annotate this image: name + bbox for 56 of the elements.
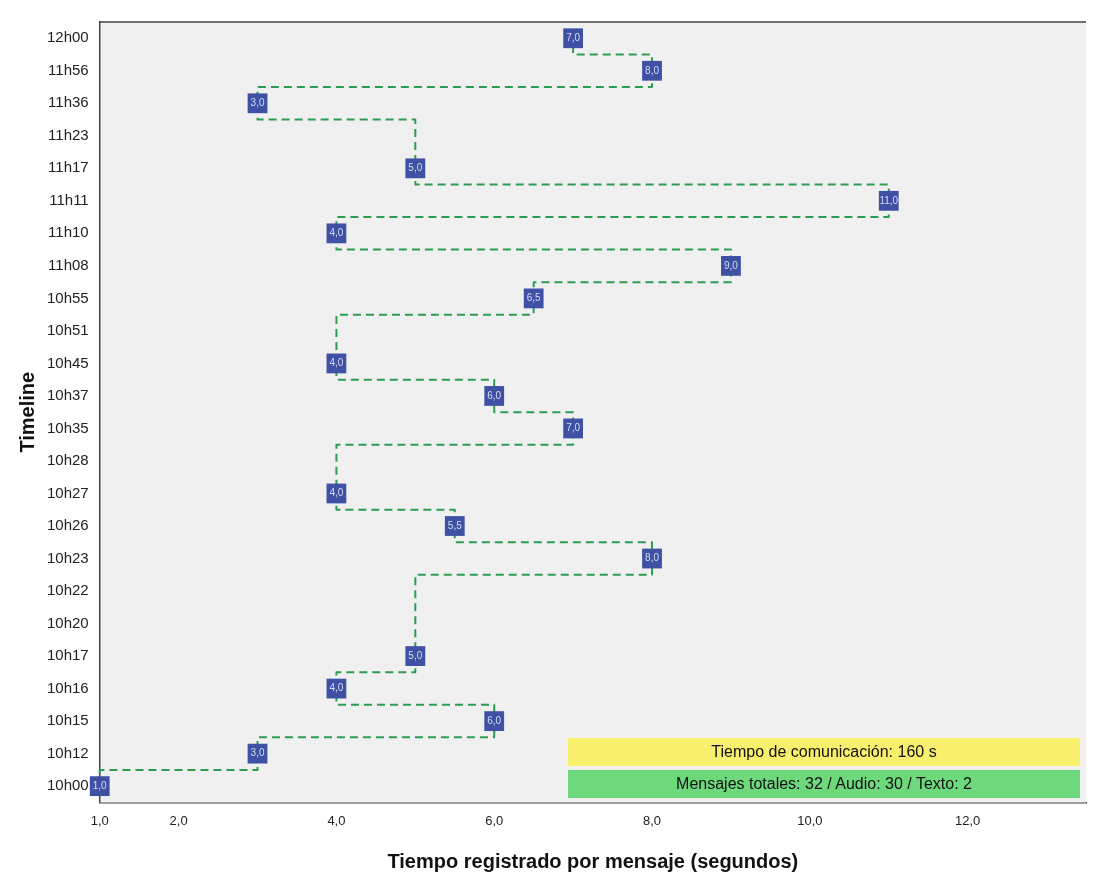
data-label: 4,0 — [329, 227, 344, 239]
data-label: 4,0 — [329, 682, 344, 694]
annotation: Tiempo de comunicación: 160 s — [711, 743, 937, 762]
y-tick-label: 10h12 — [46, 743, 89, 761]
data-label: 5,5 — [447, 519, 463, 531]
data-label: 6,0 — [487, 714, 502, 726]
y-tick-label: 12h00 — [46, 28, 89, 46]
y-tick-label: 11h23 — [48, 125, 89, 143]
y-tick-label: 10h16 — [46, 678, 89, 696]
y-tick-label: 10h45 — [46, 353, 89, 371]
x-tick-label: 2,0 — [169, 812, 188, 828]
y-tick-label: 11h36 — [48, 93, 89, 111]
data-label: 4,0 — [329, 487, 344, 499]
y-tick-label: 10h15 — [46, 711, 89, 729]
y-tick-label: 10h26 — [46, 516, 89, 534]
note-box: Mensajes totales: 32 / Audio: 30 / Texto: 2 — [568, 770, 1080, 799]
y-tick-label: 10h35 — [46, 418, 89, 436]
y-axis-title: Timeline — [15, 371, 38, 453]
data-label: 1,0 — [92, 779, 108, 791]
annotation: Mensajes totales: 32 / Audio: 30 / Texto: 2 — [676, 775, 972, 794]
y-tick-label: 11h08 — [48, 256, 89, 274]
y-tick-label: 10h23 — [46, 548, 89, 566]
y-tick-label: 10h00 — [46, 776, 89, 794]
x-tick-label: 6,0 — [485, 812, 504, 828]
x-tick-label: 10,0 — [797, 812, 823, 828]
data-label: 11,0 — [879, 194, 899, 206]
data-label: 6,5 — [526, 292, 542, 304]
y-tick-label: 10h28 — [46, 451, 89, 469]
data-label: 4,0 — [329, 357, 344, 369]
data-label: 8,0 — [645, 552, 660, 564]
data-label: 9,0 — [723, 259, 739, 271]
data-label: 3,0 — [250, 747, 265, 759]
x-tick-label: 8,0 — [642, 812, 662, 828]
data-label: 5,0 — [408, 162, 423, 174]
y-tick-label: 10h27 — [46, 483, 89, 501]
data-label: 7,0 — [566, 32, 581, 44]
data-label: 6,0 — [487, 389, 502, 401]
y-tick-label: 10h55 — [46, 288, 89, 306]
y-tick-label: 10h51 — [46, 321, 89, 339]
y-tick-label: 10h17 — [46, 646, 89, 664]
y-tick-label: 11h56 — [48, 60, 89, 78]
data-label: 3,0 — [250, 97, 265, 109]
y-tick-label: 10h20 — [46, 613, 89, 631]
y-tick-label: 11h11 — [49, 190, 89, 208]
data-label: 7,0 — [566, 422, 581, 434]
y-tick-label: 10h22 — [46, 581, 89, 599]
x-axis-title: Tiempo registrado por mensaje (segundos) — [387, 849, 799, 872]
x-tick-label: 1,0 — [90, 812, 109, 828]
x-tick-label: 4,0 — [327, 812, 346, 828]
note-box: Tiempo de comunicación: 160 s — [568, 738, 1080, 767]
y-tick-label: 11h10 — [48, 223, 89, 241]
y-tick-label: 11h17 — [48, 158, 89, 176]
x-tick-label: 12,0 — [954, 812, 981, 828]
y-tick-label: 10h37 — [46, 386, 89, 404]
data-label: 8,0 — [645, 64, 660, 76]
data-label: 5,0 — [408, 649, 423, 661]
